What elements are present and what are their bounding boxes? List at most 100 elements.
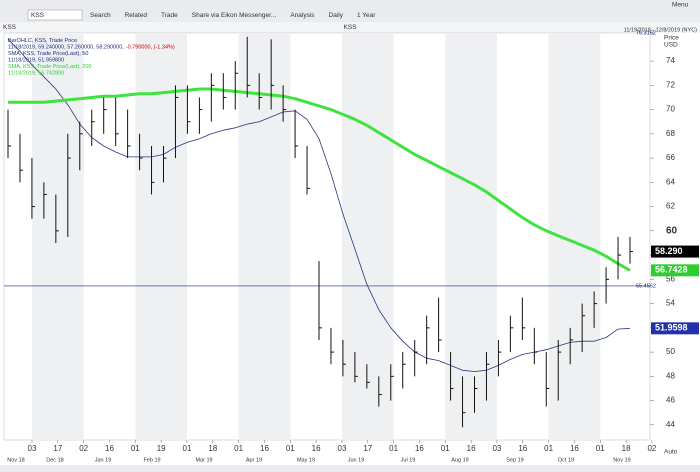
x-tick-label: 01: [183, 444, 192, 453]
x-tick-label: 01: [544, 444, 553, 453]
month-stripe: [341, 33, 394, 440]
y-tick-label: 48: [666, 371, 675, 380]
price-marker: [651, 245, 699, 258]
header-bar: [0, 22, 700, 33]
toolbar-button[interactable]: Related: [125, 12, 148, 19]
legend-part: 11/18/2019, 59.240000, 57.260000, 58.290…: [8, 45, 124, 51]
x-tick-label: 16: [260, 444, 269, 453]
y-tick-label: 50: [666, 347, 675, 356]
legend-change: -0.790000, (-1.34%): [126, 45, 175, 51]
x-tick-label: 02: [647, 444, 656, 453]
month-label: Apr 19: [246, 457, 262, 463]
month-label: Nov 18: [7, 457, 24, 463]
menu[interactable]: Menu: [672, 2, 689, 9]
x-tick-label: 16: [415, 444, 424, 453]
x-tick-label: 18: [622, 444, 631, 453]
y-tick-label: 54: [666, 299, 675, 308]
toolbar: [0, 0, 700, 22]
y-tick-label: 62: [666, 202, 675, 211]
axis-title: Price: [664, 35, 679, 42]
legend-part: SMA, KSS, Trade Price(Last), 200: [8, 64, 91, 70]
month-stripe: [135, 33, 187, 440]
x-tick-label: 16: [312, 444, 321, 453]
month-label: Mar 19: [195, 457, 212, 463]
y-tick-label: 66: [666, 153, 675, 162]
x-tick-label: 17: [363, 444, 372, 453]
month-label: Jul 19: [401, 457, 416, 463]
legend-part: BarOHLC, KSS, Trade Price: [8, 38, 77, 44]
toolbar-button[interactable]: Share via Eikon Messenger...: [192, 12, 277, 19]
plot-area: [3, 32, 651, 441]
x-tick-label: 01: [596, 444, 605, 453]
x-tick-label: 01: [131, 444, 140, 453]
legend-text: BarOHLC, KSS, Trade Price: [8, 38, 77, 44]
toolbar-button[interactable]: 1 Year: [357, 12, 376, 19]
price-marker-label: 56.7428: [655, 265, 688, 275]
x-tick-label: 03: [28, 444, 37, 453]
legend-text: 11/18/2019, 59.240000, 57.260000, 58.290…: [8, 45, 175, 51]
x-tick-label: 17: [53, 444, 62, 453]
y-tick-label: 74: [666, 56, 675, 65]
sma-line: [7, 39, 631, 372]
scale-mode[interactable]: Auto: [664, 449, 678, 456]
x-tick-label: 01: [286, 444, 295, 453]
toolbar-button[interactable]: Trade: [161, 12, 178, 19]
y-tick-label: 56: [666, 274, 675, 283]
month-stripe: [445, 33, 497, 440]
x-tick-label: 01: [389, 444, 398, 453]
price-marker-label: 51.9598: [655, 323, 688, 333]
reference-label: 55.4562: [636, 283, 656, 289]
symbol-text: KSS: [31, 12, 45, 19]
month-label: Feb 19: [143, 457, 160, 463]
axis-unit: USD: [664, 42, 678, 49]
y-tick-label: 46: [666, 396, 675, 405]
x-tick-label: 16: [518, 444, 527, 453]
x-tick-label: 03: [338, 444, 347, 453]
y-tick-label: 68: [666, 129, 675, 138]
month-stripe: [238, 33, 291, 440]
legend-part: 11/18/2019, 56.742800: [8, 71, 64, 77]
x-tick-label: 18: [208, 444, 217, 453]
header-title: KSS: [343, 24, 357, 31]
month-label: Nov 19: [613, 457, 630, 463]
x-tick-label: 16: [105, 444, 114, 453]
legend-part: SMA, KSS, Trade Price(Last), 50: [8, 51, 88, 57]
y-tick-label: 70: [666, 105, 675, 114]
sma-line: [8, 87, 631, 272]
symbol-input[interactable]: [27, 9, 83, 21]
y-tick-label: 76.3162: [636, 30, 656, 36]
x-tick-label: 16: [570, 444, 579, 453]
month-label: Dec 18: [46, 457, 63, 463]
x-tick-label: 03: [492, 444, 501, 453]
month-label: Aug 19: [451, 457, 468, 463]
month-label: Sep 19: [506, 457, 523, 463]
legend-part: 11/18/2019, 51.959800: [8, 58, 64, 64]
month-label: May 19: [297, 457, 315, 463]
x-tick-label: 01: [234, 444, 243, 453]
month-label: Jan 19: [95, 457, 112, 463]
y-tick-label: 72: [666, 80, 675, 89]
x-tick-label: 02: [79, 444, 88, 453]
toolbar-button[interactable]: Daily: [329, 12, 344, 19]
month-label: Oct 19: [558, 457, 574, 463]
header-symbol: KSS: [3, 24, 17, 31]
footer: [0, 465, 700, 472]
legend-text: SMA, KSS, Trade Price(Last), 200: [8, 64, 91, 70]
toolbar-button[interactable]: Search: [90, 12, 111, 19]
x-tick-label: 16: [467, 444, 476, 453]
legend-text: 11/18/2019, 51.959800: [8, 58, 64, 64]
y-tick-label: 64: [666, 177, 675, 186]
legend-text: SMA, KSS, Trade Price(Last), 50: [8, 51, 88, 57]
month-label: Jun 19: [348, 457, 365, 463]
month-stripe: [32, 33, 84, 440]
toolbar-button[interactable]: Analysis: [290, 12, 315, 19]
date-range: 11/19/2018 - 12/8/2019 (NYC): [624, 27, 697, 33]
x-tick-label: 19: [157, 444, 166, 453]
price-marker: [651, 264, 699, 277]
y-tick-label: 44: [666, 420, 675, 429]
price-marker: [651, 322, 699, 335]
x-tick-label: 01: [441, 444, 450, 453]
legend-text: 11/18/2019, 56.742800: [8, 71, 64, 77]
y-tick-label: 60: [666, 225, 678, 236]
